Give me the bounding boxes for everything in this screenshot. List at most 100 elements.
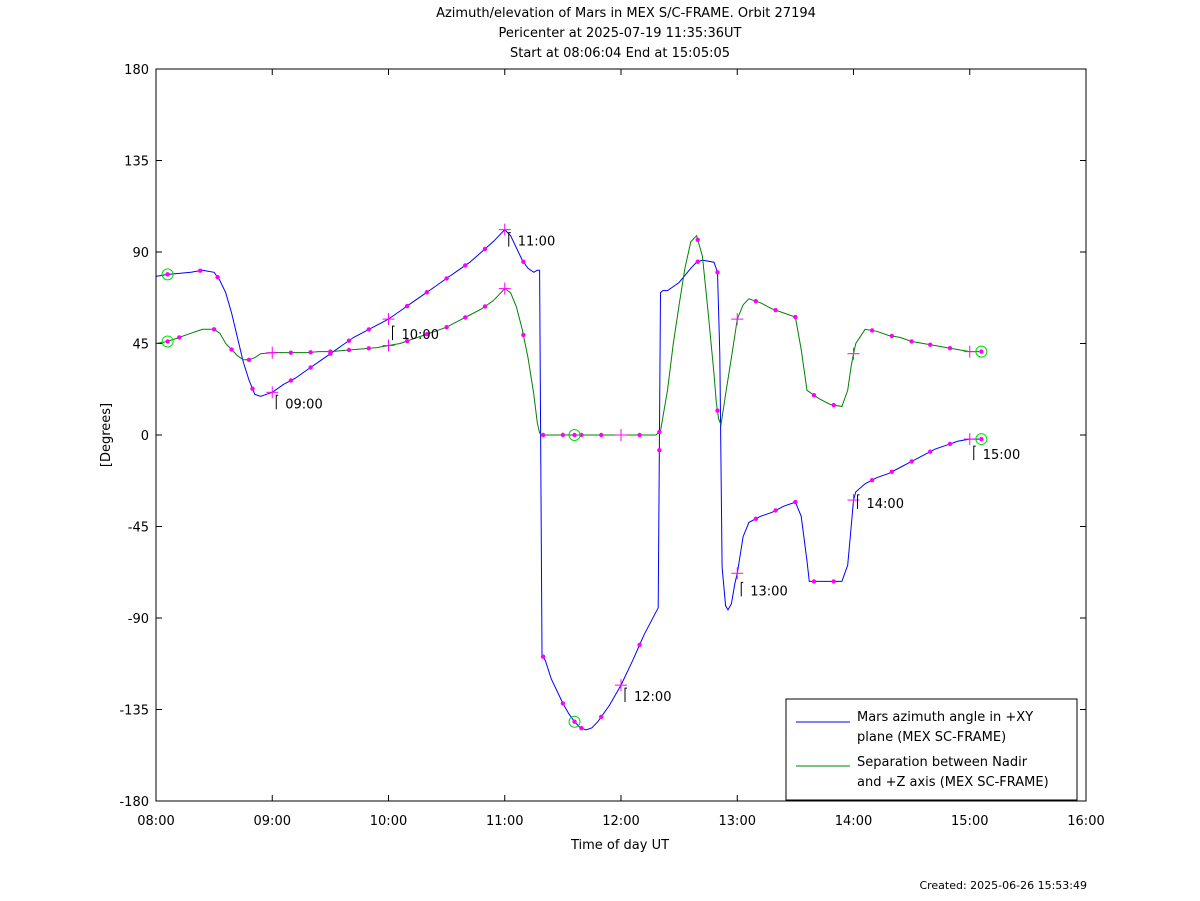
data-point-marker bbox=[869, 328, 875, 333]
hour-annotation-label: 13:00 bbox=[750, 584, 787, 599]
legend-separation-line-1: Separation between Nadir bbox=[857, 755, 1028, 770]
legend-azimuth-line-2: plane (MEX SC-FRAME) bbox=[857, 730, 1006, 745]
data-point-marker bbox=[831, 402, 836, 408]
event-circle-marker bbox=[161, 335, 174, 348]
y-tick-label: -180 bbox=[119, 795, 149, 810]
data-point-marker bbox=[308, 350, 313, 355]
data-point-marker bbox=[424, 290, 430, 295]
hour-annotation-pointer bbox=[508, 232, 511, 247]
data-point-marker bbox=[979, 436, 984, 442]
hour-annotation-pointer bbox=[857, 494, 860, 509]
data-point-marker bbox=[869, 477, 875, 483]
y-axis-ticks: 180 135 90 45 0 -45 -90 -135 -180 bbox=[119, 63, 1086, 810]
legend-separation-line-2: and +Z axis (MEX SC-FRAME) bbox=[857, 775, 1049, 790]
legend: Mars azimuth angle in +XY plane (MEX SC-… bbox=[785, 698, 1078, 801]
data-point-marker bbox=[444, 325, 449, 330]
data-point-marker bbox=[482, 246, 488, 252]
data-point-marker bbox=[366, 327, 371, 332]
data-point-marker bbox=[197, 268, 203, 273]
hour-annotation-pointer bbox=[392, 325, 395, 341]
data-point-marker bbox=[288, 378, 294, 383]
data-point-marker bbox=[753, 299, 759, 304]
data-point-marker bbox=[753, 516, 759, 521]
series-line-azimuth bbox=[155, 228, 979, 731]
data-point-marker bbox=[366, 346, 371, 351]
data-point-marker bbox=[773, 508, 778, 513]
x-axis-label: Time of day UT bbox=[570, 838, 669, 853]
data-point-marker bbox=[793, 499, 798, 505]
data-point-marker bbox=[657, 448, 662, 453]
x-tick-label: 09:00 bbox=[254, 814, 291, 829]
data-point-marker bbox=[424, 331, 430, 337]
hour-annotation-label: 09:00 bbox=[285, 397, 322, 412]
data-point-marker bbox=[444, 276, 449, 281]
hour-annotation-label: 10:00 bbox=[402, 328, 439, 343]
hour-annotations: 09:00 10:00 11:00 12:00 13:00 14:00 15:00 bbox=[275, 232, 1020, 705]
event-circle-marker bbox=[568, 715, 581, 728]
data-point-marker bbox=[831, 579, 836, 584]
title-line-2: Pericenter at 2025-07-19 11:35:36UT bbox=[498, 26, 741, 41]
data-point-marker bbox=[215, 275, 220, 280]
y-tick-label: -90 bbox=[128, 612, 149, 627]
data-point-marker bbox=[165, 272, 170, 277]
x-tick-label: 12:00 bbox=[602, 814, 639, 829]
data-point-marker bbox=[250, 386, 255, 391]
x-tick-label: 14:00 bbox=[835, 814, 872, 829]
hour-annotation-label: 12:00 bbox=[634, 690, 671, 705]
data-point-marker bbox=[540, 654, 546, 659]
data-point-marker bbox=[979, 349, 984, 354]
data-point-marker bbox=[346, 338, 352, 343]
data-point-marker bbox=[572, 719, 577, 724]
data-point-marker bbox=[909, 459, 914, 464]
data-point-marker bbox=[599, 432, 604, 438]
x-tick-label: 11:00 bbox=[486, 814, 523, 829]
event-circle-marker bbox=[568, 429, 581, 441]
data-point-marker bbox=[947, 345, 953, 351]
data-point-marker bbox=[165, 339, 170, 344]
data-point-marker bbox=[177, 335, 182, 340]
data-point-marker bbox=[308, 365, 313, 370]
x-tick-label: 10:00 bbox=[370, 814, 407, 829]
data-point-marker bbox=[346, 347, 352, 353]
data-point-marker bbox=[773, 307, 778, 313]
legend-azimuth-line-1: Mars azimuth angle in +XY bbox=[857, 710, 1033, 725]
data-point-marker bbox=[947, 441, 953, 447]
data-point-marker bbox=[928, 449, 933, 454]
data-point-marker bbox=[404, 338, 410, 344]
data-point-marker bbox=[328, 349, 333, 354]
hour-annotation-label: 11:00 bbox=[518, 235, 555, 250]
data-point-marker bbox=[715, 270, 720, 275]
event-circle-marker bbox=[975, 345, 988, 358]
data-point-marker bbox=[811, 392, 817, 398]
created-timestamp: Created: 2025-06-26 15:53:49 bbox=[919, 879, 1087, 892]
legend-box bbox=[785, 698, 1078, 801]
data-point-marker bbox=[560, 701, 566, 706]
data-point-marker bbox=[482, 304, 488, 309]
hour-annotation-pointer bbox=[973, 445, 976, 461]
data-point-marker bbox=[579, 726, 584, 731]
event-circle-marker bbox=[975, 433, 988, 446]
title-line-3: Start at 08:06:04 End at 15:05:05 bbox=[510, 46, 730, 61]
data-point-marker bbox=[811, 579, 817, 584]
plot-area-frame bbox=[155, 68, 1087, 802]
x-tick-label: 15:00 bbox=[951, 814, 988, 829]
data-point-marker bbox=[889, 469, 895, 475]
y-tick-label: 180 bbox=[124, 63, 149, 78]
data-point-marker bbox=[889, 333, 895, 339]
data-point-marker bbox=[521, 259, 526, 264]
data-point-marker bbox=[560, 432, 566, 438]
series-layer bbox=[155, 228, 979, 731]
y-tick-label: 0 bbox=[141, 429, 149, 444]
data-point-marker bbox=[909, 339, 914, 344]
data-point-marker bbox=[463, 315, 468, 320]
y-tick-label: -135 bbox=[119, 704, 149, 719]
x-tick-label: 13:00 bbox=[719, 814, 756, 829]
data-point-marker bbox=[657, 429, 662, 435]
data-point-marker bbox=[637, 642, 642, 648]
series-line-separation bbox=[155, 234, 979, 436]
x-tick-label: 16:00 bbox=[1067, 814, 1104, 829]
title-line-1: Azimuth/elevation of Mars in MEX S/C-FRA… bbox=[436, 6, 816, 21]
data-point-marker bbox=[695, 259, 700, 264]
data-point-marker bbox=[521, 332, 526, 338]
